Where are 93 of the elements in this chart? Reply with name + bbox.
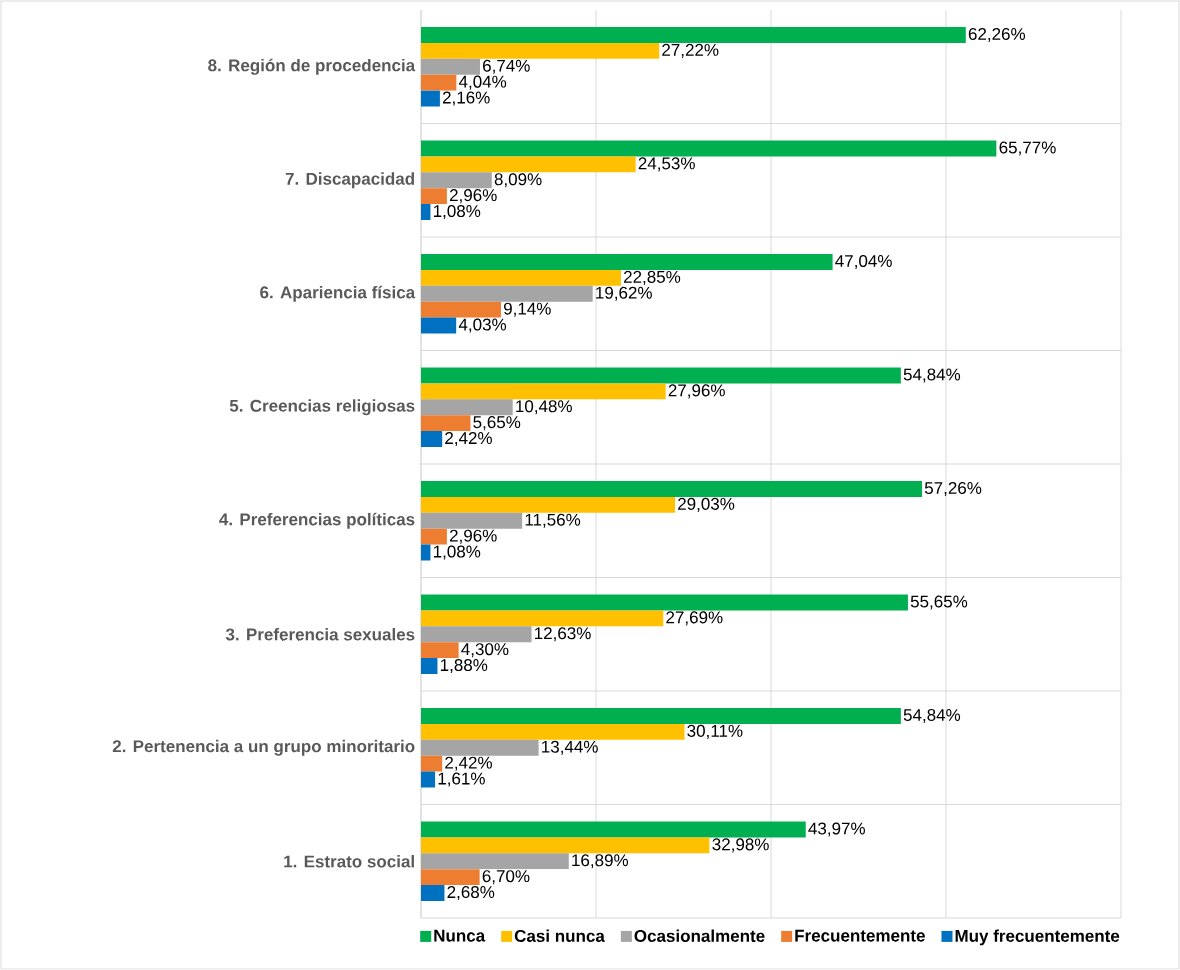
legend-label: Frecuentemente (795, 929, 925, 942)
bar (421, 837, 710, 854)
bar (421, 496, 676, 513)
data-label: 1,61% (438, 772, 485, 787)
bar (421, 383, 666, 400)
bar (421, 172, 492, 189)
bar (421, 626, 532, 643)
y-tick-label: 6. Apariencia física (260, 285, 416, 302)
data-label: 16,89% (572, 854, 629, 869)
bar (421, 415, 471, 432)
bar (421, 708, 901, 724)
legend-label: Muy frecuentemente (955, 929, 1120, 946)
data-label: 62,26% (968, 27, 1026, 43)
data-label: 1,88% (440, 659, 488, 674)
data-label: 1,08% (433, 545, 481, 560)
bar (421, 658, 438, 674)
data-label: 2,96% (449, 189, 497, 204)
bar (421, 399, 513, 416)
bar (421, 642, 459, 659)
y-tick-label: 1. Estrato social (284, 855, 414, 868)
data-label: 29,03% (678, 497, 735, 512)
bar (421, 723, 685, 740)
bar (421, 156, 636, 173)
y-tick-label: 5. Creencias religiosas (229, 399, 415, 416)
data-label: 54,84% (903, 708, 961, 724)
bar (421, 885, 445, 901)
bar (421, 74, 457, 91)
bar (421, 512, 523, 529)
data-label: 30,11% (687, 724, 743, 739)
bar (421, 317, 457, 334)
data-label: 22,85% (624, 270, 681, 285)
data-label: 27,22% (662, 43, 719, 58)
bar (421, 269, 621, 286)
legend-label: Ocasionalmente (634, 929, 765, 942)
y-tick-label: 7. Discapacidad (285, 172, 415, 189)
data-label: 10,48% (516, 400, 572, 415)
data-label: 27,69% (666, 611, 723, 626)
data-label: 4,04% (458, 75, 507, 90)
data-label: 32,98% (712, 838, 769, 853)
data-label: 24,53% (638, 157, 695, 172)
data-label: 4,03% (458, 318, 507, 333)
bar (421, 367, 901, 384)
data-label: 2,42% (445, 432, 492, 447)
data-label: 65,77% (999, 141, 1056, 156)
bar (421, 254, 833, 270)
bar (421, 27, 966, 43)
data-label: 13,44% (542, 740, 598, 755)
y-tick-label: 8. Región de procedencia (208, 58, 416, 75)
y-tick-label: 3. Preferencia sexuales (225, 628, 415, 641)
data-label: 5,65% (473, 416, 521, 431)
bar (421, 285, 593, 302)
bar (421, 90, 440, 107)
data-label: 6,70% (482, 870, 530, 885)
data-label: 2,42% (445, 756, 492, 771)
bar (421, 301, 501, 318)
bar (421, 188, 447, 205)
data-label: 6,74% (483, 59, 530, 74)
data-label: 43,97% (808, 822, 865, 837)
data-label: 19,62% (596, 286, 652, 301)
data-label: 2,68% (447, 886, 495, 901)
data-label: 11,56% (525, 513, 581, 528)
bar (421, 140, 997, 157)
bar (421, 431, 443, 447)
data-label: 12,63% (535, 627, 591, 642)
bar (421, 610, 664, 627)
bar (421, 821, 806, 838)
bar (421, 204, 431, 220)
data-label: 55,65% (910, 595, 968, 610)
y-tick-label: 4. Preferencias políticas (219, 512, 415, 529)
bar (421, 58, 480, 75)
bar (421, 853, 569, 870)
data-label: 4,30% (461, 643, 509, 658)
y-tick-label: 2. Pertenencia a un grupo minoritario (112, 739, 415, 756)
data-label: 27,96% (668, 384, 725, 399)
data-label: 2,96% (449, 529, 497, 544)
bar (421, 42, 660, 59)
legend-label: Casi nunca (514, 929, 605, 942)
bar (421, 771, 436, 788)
bar (421, 594, 908, 611)
data-label: 9,14% (503, 302, 551, 317)
bar (421, 739, 539, 756)
data-label: 1,08% (433, 205, 481, 220)
bar (421, 528, 447, 545)
bar (421, 544, 431, 561)
legend-label: Nunca (434, 929, 486, 942)
data-label: 8,09% (494, 173, 542, 188)
data-label: 47,04% (835, 254, 892, 270)
bar (421, 481, 923, 497)
data-label: 54,84% (903, 368, 961, 383)
bar (421, 755, 443, 772)
data-label: 2,16% (442, 91, 490, 106)
data-label: 57,26% (924, 481, 982, 497)
bar (421, 869, 480, 886)
